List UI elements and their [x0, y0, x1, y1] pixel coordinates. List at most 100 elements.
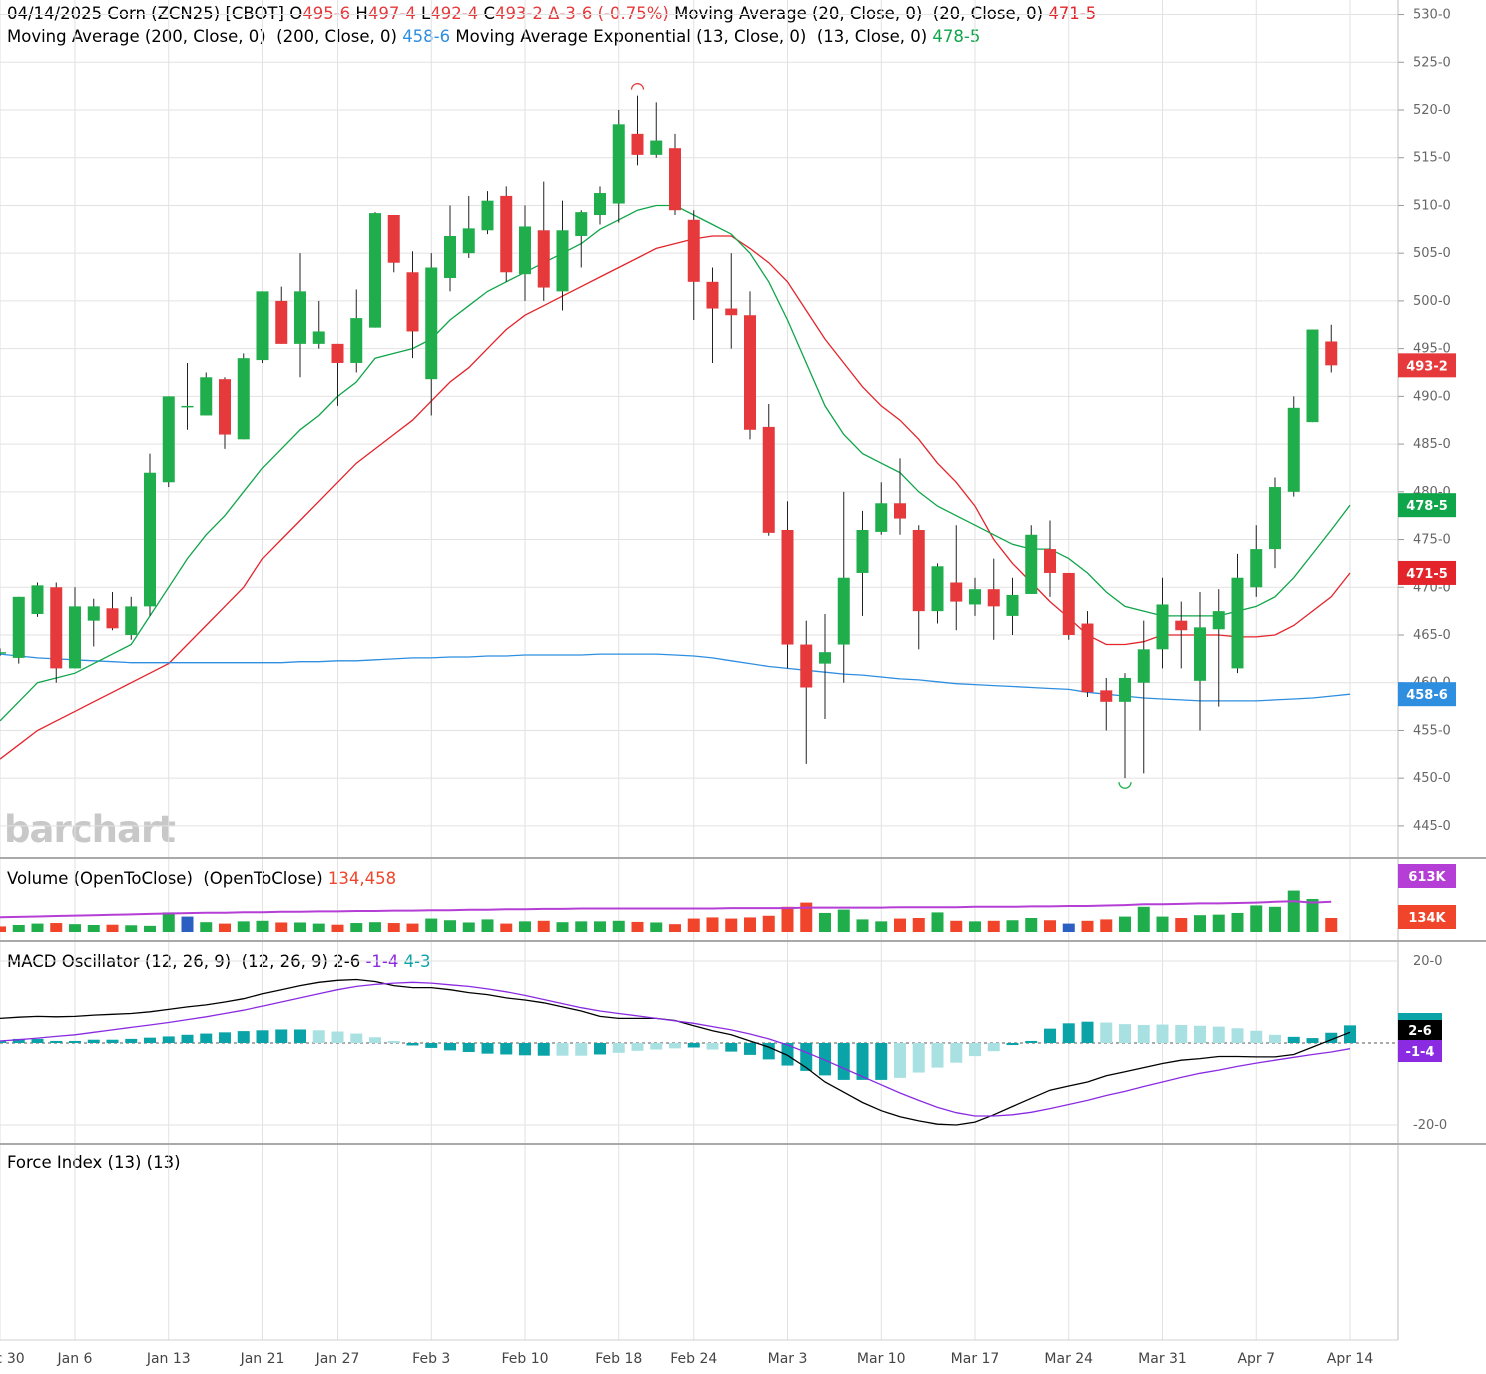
macd-histogram-bar: [69, 1040, 81, 1043]
macd-histogram-bar: [387, 1040, 400, 1043]
candle: [369, 212, 381, 328]
last-price-badge-text: 493-2: [1406, 359, 1448, 374]
macd-histogram-bar: [462, 1043, 475, 1053]
candle: [556, 200, 569, 311]
period-high-marker: [630, 83, 645, 90]
candle: [537, 181, 550, 301]
macd-histogram-bar: [87, 1039, 100, 1043]
candle: [781, 501, 794, 669]
ma200-badge-text: 458-6: [1406, 688, 1448, 703]
macd-histogram-bar: [556, 1043, 569, 1056]
macd-histogram-bar: [162, 1036, 175, 1043]
volume-bar: [837, 909, 850, 932]
candle: [669, 133, 681, 215]
candle-body: [781, 530, 794, 645]
volume-bar: [1194, 915, 1206, 932]
volume-bar: [406, 923, 419, 932]
candle-body: [856, 530, 869, 573]
time-tick-label: Feb 10: [501, 1351, 548, 1367]
candle: [1250, 525, 1263, 597]
macd-histogram-bar: [1231, 1028, 1244, 1043]
volume-bar: [162, 912, 175, 932]
candle: [87, 598, 100, 647]
volume-bar: [481, 919, 494, 932]
candle: [1212, 589, 1225, 707]
volume-bar: [1212, 914, 1225, 932]
macd-histogram-bar: [725, 1043, 738, 1052]
candle-body: [631, 133, 644, 155]
volume-bar: [519, 921, 531, 932]
candle: [1287, 396, 1300, 497]
volume-bar: [387, 923, 400, 932]
candle-body: [106, 608, 119, 629]
macd-histogram-bar: [1156, 1024, 1169, 1043]
volume-bar: [294, 922, 306, 932]
candle: [837, 491, 850, 683]
volume-bar: [744, 917, 756, 932]
candle: [406, 251, 419, 359]
candle-body: [1100, 690, 1113, 702]
price-tick-label: 490-0: [1413, 389, 1451, 404]
candle-body: [1044, 549, 1056, 573]
macd-histogram-bar: [1269, 1034, 1281, 1043]
candle: [894, 458, 906, 535]
volume-value: 134,458: [327, 869, 397, 888]
barchart-logo: barchart: [4, 808, 176, 851]
candle: [1306, 329, 1319, 423]
volume-bar: [1175, 918, 1188, 932]
candle: [294, 253, 306, 378]
candle-body: [1175, 620, 1188, 631]
macd-histogram-bar: [669, 1043, 681, 1049]
candle-body: [256, 291, 269, 361]
macd-histogram-bar: [762, 1043, 775, 1060]
force-pane-title: Force Index (13) (13): [7, 1153, 181, 1172]
price-tick-label: 485-0: [1413, 437, 1451, 452]
price-tick-label: 475-0: [1413, 533, 1451, 548]
macd-hist-badge: [1398, 1013, 1442, 1021]
price-tick-label: 525-0: [1413, 55, 1451, 70]
volume-bar: [1062, 923, 1075, 932]
candle-body: [1231, 577, 1244, 669]
candle-body: [275, 300, 288, 344]
candle: [1325, 324, 1338, 373]
candle-body: [294, 291, 306, 344]
last-price-badge: [1398, 353, 1456, 378]
volume-bar: [106, 924, 119, 932]
candle-body: [1006, 594, 1019, 616]
candle: [1269, 477, 1281, 569]
volume-bar: [125, 925, 138, 932]
volume-bar: [594, 921, 606, 932]
volume-bar: [556, 922, 569, 932]
candle-body: [519, 226, 531, 275]
candle: [162, 396, 175, 488]
macd-histogram-bar: [1287, 1036, 1300, 1043]
candle-body: [125, 606, 138, 635]
volume-bar: [144, 925, 156, 932]
macd-histogram-bar: [1119, 1024, 1131, 1043]
volume-bar: [762, 915, 775, 932]
macd-tick-label: -20-0: [1413, 1118, 1447, 1133]
candle: [912, 525, 925, 650]
volume-bar: [219, 923, 231, 932]
candle-body: [669, 148, 681, 211]
time-tick-label: Feb 3: [412, 1351, 450, 1367]
candle: [1025, 525, 1038, 594]
time-tick-label: Dec 30: [0, 1351, 25, 1367]
period-low-marker: [1118, 782, 1132, 789]
candle-body: [369, 213, 381, 328]
low-label: L: [421, 4, 431, 23]
volume-bar: [894, 918, 906, 932]
macd-histogram-bar: [0, 1040, 6, 1043]
volume-bar: [1250, 905, 1263, 932]
candle-body: [462, 228, 475, 254]
macd-histogram-bar: [181, 1034, 194, 1043]
candle: [725, 253, 738, 349]
macd-histogram-bar: [706, 1043, 719, 1050]
volume-bar: [819, 912, 831, 932]
macd-histogram-bar: [1212, 1026, 1225, 1043]
candle-body: [875, 503, 888, 532]
volume-bar: [987, 920, 1000, 932]
candle-body: [350, 318, 363, 363]
price-tick-label: 515-0: [1413, 151, 1451, 166]
